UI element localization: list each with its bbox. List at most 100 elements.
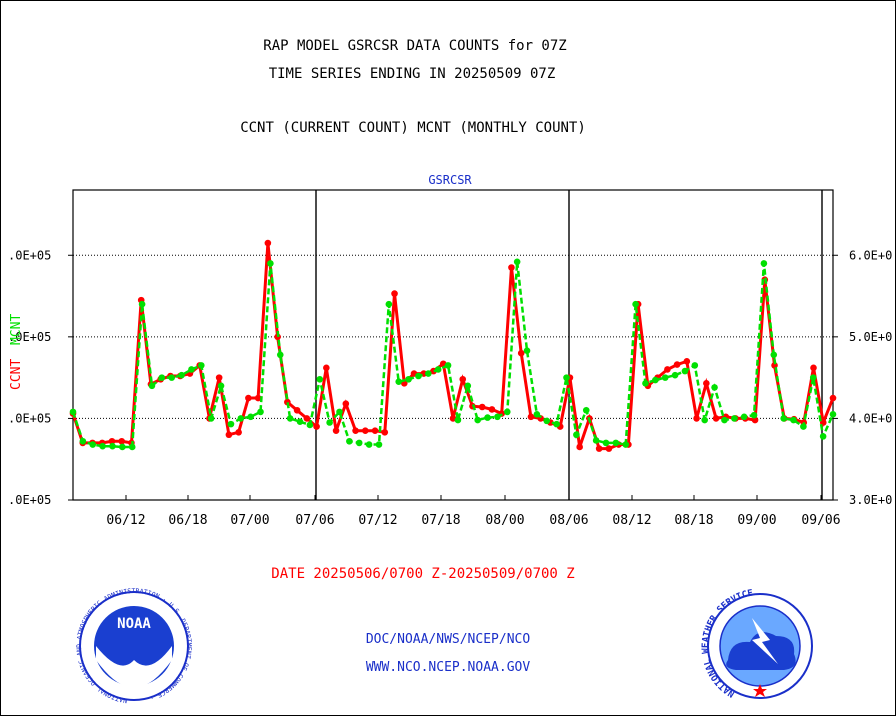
data-point-mcnt: [336, 408, 343, 416]
data-point-mcnt: [247, 413, 254, 421]
data-point-mcnt: [760, 260, 768, 267]
data-point-mcnt: [444, 362, 452, 369]
y-tick-label-left: .0E+05: [8, 493, 51, 507]
data-point-ccnt: [576, 443, 583, 451]
series-line-mcnt: [71, 261, 835, 449]
data-point-mcnt: [306, 421, 314, 429]
x-tick-label: 07/12: [358, 513, 397, 528]
data-point-ccnt: [712, 415, 720, 422]
data-point-mcnt: [622, 441, 630, 448]
data-point-ccnt: [673, 361, 681, 368]
data-point-mcnt: [800, 423, 807, 430]
x-tick-label: 09/06: [801, 513, 840, 528]
data-point-mcnt: [207, 415, 215, 422]
data-point-mcnt: [602, 439, 610, 447]
data-point-mcnt: [296, 418, 304, 425]
x-tick-label: 09/00: [737, 513, 776, 528]
data-point-ccnt: [371, 427, 379, 434]
x-tick-label: 08/18: [674, 513, 713, 528]
data-point-mcnt: [642, 380, 649, 387]
data-point-mcnt: [691, 362, 699, 369]
data-point-mcnt: [198, 362, 205, 369]
data-point-ccnt: [703, 380, 710, 387]
data-point-ccnt: [751, 416, 759, 424]
data-point-mcnt: [276, 351, 284, 359]
data-point-ccnt: [235, 428, 242, 436]
ylabel-mcnt: MCNT: [9, 314, 24, 345]
data-point-mcnt: [711, 384, 718, 391]
data-point-ccnt: [254, 394, 262, 402]
y-tick-label-right: 6.0E+0: [849, 248, 892, 262]
data-point-ccnt: [303, 415, 311, 422]
x-tick-label: 08/12: [612, 513, 651, 528]
data-point-mcnt: [188, 366, 195, 373]
data-point-mcnt: [217, 382, 225, 390]
data-point-ccnt: [293, 406, 301, 414]
data-point-ccnt: [313, 423, 320, 430]
data-point-mcnt: [582, 406, 590, 414]
tick-layer: .0E+05 3.0E+0 .0E+05 4.0E+0 .0E+05 5.0E+0 .0E+…: [8, 248, 892, 528]
data-point-mcnt: [326, 419, 333, 426]
data-point-mcnt: [69, 408, 77, 416]
data-point-mcnt: [346, 437, 353, 445]
data-point-mcnt: [513, 258, 521, 266]
data-point-mcnt: [592, 437, 600, 444]
data-point-mcnt: [119, 443, 126, 451]
data-point-ccnt: [517, 349, 525, 357]
data-point-mcnt: [237, 415, 245, 422]
data-point-mcnt: [79, 437, 87, 445]
data-point-mcnt: [316, 375, 324, 383]
data-point-mcnt: [385, 300, 393, 308]
data-point-mcnt: [375, 441, 383, 448]
footer-link-doc[interactable]: DOC/NOAA/NWS/NCEP/NCO: [365, 632, 531, 647]
data-point-mcnt: [178, 371, 185, 379]
data-point-ccnt: [118, 437, 126, 445]
x-tick-label: 07/00: [230, 513, 269, 528]
footer-link-web[interactable]: WWW.NCO.NCEP.NOAA.GOV: [365, 660, 531, 675]
data-point-mcnt: [730, 415, 738, 422]
data-point-ccnt: [693, 415, 700, 422]
data-point-mcnt: [819, 433, 827, 440]
data-point-mcnt: [503, 408, 511, 416]
data-point-mcnt: [227, 420, 235, 428]
data-point-mcnt: [257, 408, 264, 416]
data-point-mcnt: [780, 415, 787, 422]
data-point-ccnt: [264, 239, 272, 247]
x-tick-label: 08/06: [549, 513, 588, 528]
data-point-mcnt: [543, 417, 551, 425]
x-tick-label: 08/00: [485, 513, 524, 528]
data-point-mcnt: [109, 442, 116, 450]
data-point-ccnt: [245, 394, 252, 402]
data-point-mcnt: [632, 300, 639, 308]
data-point-mcnt: [464, 382, 472, 390]
data-point-mcnt: [533, 411, 541, 418]
data-point-ccnt: [595, 445, 603, 452]
data-point-ccnt: [829, 394, 837, 402]
data-point-ccnt: [810, 364, 817, 372]
y-tick-label-right: 3.0E+0: [849, 493, 892, 507]
ylabel-ccnt: CCNT: [9, 359, 24, 390]
data-point-ccnt: [342, 400, 350, 408]
x-tick-label: 06/18: [168, 513, 207, 528]
data-point-ccnt: [488, 406, 496, 413]
data-point-mcnt: [365, 441, 373, 448]
data-point-ccnt: [508, 264, 515, 271]
data-point-mcnt: [553, 420, 560, 428]
y-tick-label-left: .0E+05: [8, 411, 51, 425]
y-tick-label-left: .0E+05: [8, 248, 51, 262]
data-point-ccnt: [664, 366, 671, 373]
y-tick-label-right: 5.0E+0: [849, 330, 892, 344]
data-point-mcnt: [612, 439, 620, 447]
data-point-mcnt: [286, 415, 294, 422]
data-point-ccnt: [225, 431, 233, 439]
data-point-mcnt: [89, 441, 97, 448]
data-point-mcnt: [395, 378, 403, 386]
data-point-mcnt: [148, 382, 156, 390]
data-point-ccnt: [527, 413, 535, 421]
data-point-ccnt: [108, 437, 116, 445]
date-caption: DATE 20250506/0700 Z-20250509/0700 Z: [271, 566, 574, 582]
data-point-mcnt: [770, 351, 778, 359]
data-point-ccnt: [459, 375, 467, 383]
data-point-mcnt: [415, 372, 422, 380]
